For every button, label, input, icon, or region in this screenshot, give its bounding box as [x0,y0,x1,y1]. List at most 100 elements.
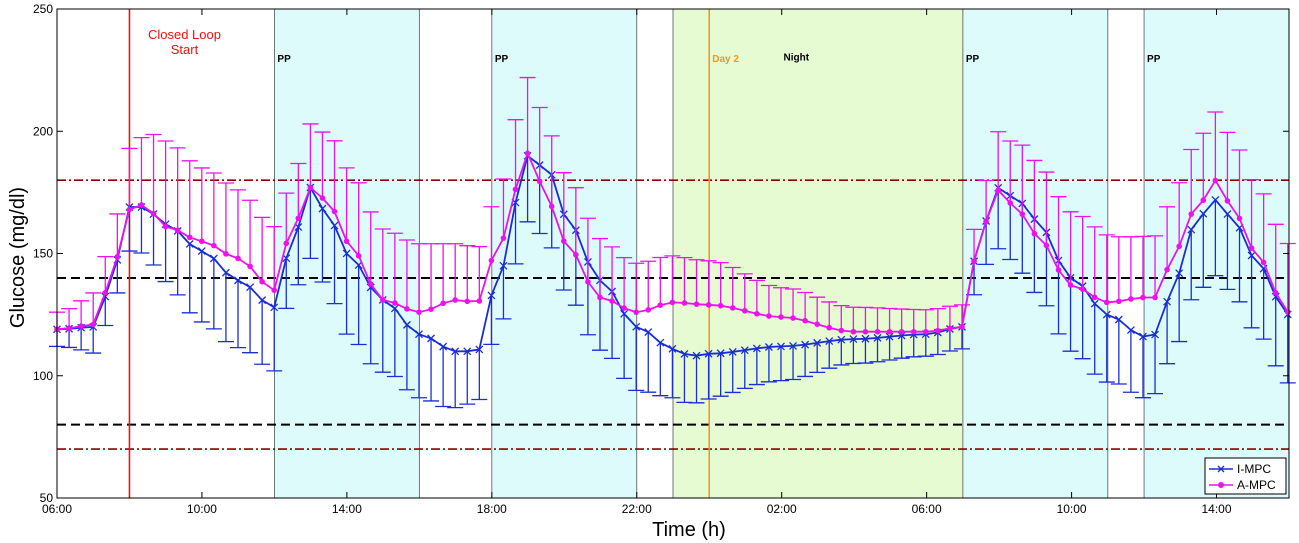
point-ampc-84 [1067,282,1074,288]
point-ampc-63 [814,321,820,327]
point-impc-54 [704,349,713,358]
y-tick-label-1: 100 [33,369,53,383]
point-ampc-55 [717,302,724,309]
legend-label-ampc: A-MPC [1237,478,1276,492]
point-ampc-46 [609,298,615,304]
point-ampc-40 [536,178,543,185]
point-impc-35 [475,345,484,354]
point-impc-17 [258,296,267,305]
point-ampc-50 [657,302,664,308]
point-impc-47 [620,309,629,318]
point-ampc-79 [1007,200,1014,206]
point-ampc-9 [162,223,169,230]
point-ampc-90 [1140,294,1146,301]
errorbars-ampc [49,76,1296,332]
point-impc-18 [270,303,279,312]
point-impc-55 [716,349,725,358]
point-ampc-76 [971,258,977,265]
point-ampc-17 [259,278,265,285]
point-impc-94 [1187,225,1196,234]
point-impc-63 [813,338,822,347]
point-ampc-102 [1284,309,1291,315]
point-ampc-72 [922,328,929,335]
point-impc-53 [692,351,701,360]
errorbars-impc [49,155,1296,409]
point-ampc-86 [1091,294,1098,301]
point-impc-68 [873,333,882,342]
point-ampc-16 [247,263,253,270]
legend-marker-ampc [1218,482,1224,488]
point-ampc-88 [1116,298,1122,305]
point-ampc-42 [560,238,567,244]
legend-marker-impc [1217,465,1225,473]
point-ampc-78 [995,187,1001,194]
point-impc-86 [1090,299,1099,308]
point-ampc-23 [331,208,338,215]
legend: I-MPC A-MPC [1204,457,1287,495]
point-impc-15 [234,276,242,285]
point-impc-50 [656,338,665,347]
point-impc-97 [1223,210,1232,218]
point-ampc-81 [1031,230,1038,237]
point-impc-56 [728,347,737,356]
point-ampc-45 [597,294,603,301]
x-tick-label-3: 18:00 [477,502,507,516]
point-ampc-8 [150,210,157,217]
point-ampc-12 [198,238,205,245]
y-tick-label-3: 200 [33,124,53,138]
region-label-2: PP [495,54,509,65]
point-ampc-25 [355,253,362,259]
point-ampc-41 [548,203,555,210]
point-ampc-7 [138,202,145,208]
point-ampc-60 [778,314,784,320]
point-ampc-59 [766,313,772,319]
point-ampc-36 [488,257,495,264]
point-ampc-33 [452,297,458,303]
point-impc-90 [1139,332,1147,341]
point-ampc-49 [645,307,652,313]
x-tick-label-2: 14:00 [332,502,362,516]
point-impc-59 [764,343,773,351]
point-ampc-51 [669,299,676,306]
point-ampc-37 [500,235,507,241]
point-ampc-91 [1152,294,1158,301]
x-axis-label: Time (h) [652,519,726,541]
legend-label-impc: I-MPC [1237,462,1271,476]
point-ampc-21 [307,184,314,191]
point-ampc-64 [826,324,833,331]
point-impc-65 [837,335,846,344]
point-ampc-27 [379,297,386,303]
point-ampc-73 [935,327,941,334]
point-impc-92 [1163,297,1172,306]
point-ampc-69 [886,328,893,335]
point-ampc-1 [66,325,72,332]
point-ampc-82 [1043,242,1050,249]
point-ampc-44 [585,279,591,285]
point-impc-49 [644,328,653,337]
point-ampc-19 [283,240,290,247]
point-ampc-92 [1164,266,1170,273]
point-impc-61 [789,341,798,350]
point-impc-96 [1211,195,1220,204]
point-impc-29 [402,320,411,329]
point-ampc-53 [693,301,700,307]
point-ampc-68 [874,328,881,335]
point-impc-67 [861,334,870,343]
x-tick-label-8: 14:00 [1202,502,1232,516]
point-ampc-20 [295,215,302,222]
point-ampc-4 [102,289,109,296]
x-tick-label-6: 06:00 [912,502,942,516]
x-tick-label-7: 10:00 [1057,502,1087,516]
point-ampc-43 [573,251,579,258]
point-ampc-11 [186,234,193,241]
point-ampc-13 [211,242,217,249]
point-impc-11 [185,239,194,248]
point-ampc-71 [910,328,917,335]
point-ampc-74 [947,325,953,332]
point-ampc-61 [790,315,796,321]
x-tick-label-1: 10:00 [187,502,217,516]
point-impc-48 [632,322,641,331]
point-ampc-5 [114,254,121,260]
point-ampc-31 [428,306,434,312]
